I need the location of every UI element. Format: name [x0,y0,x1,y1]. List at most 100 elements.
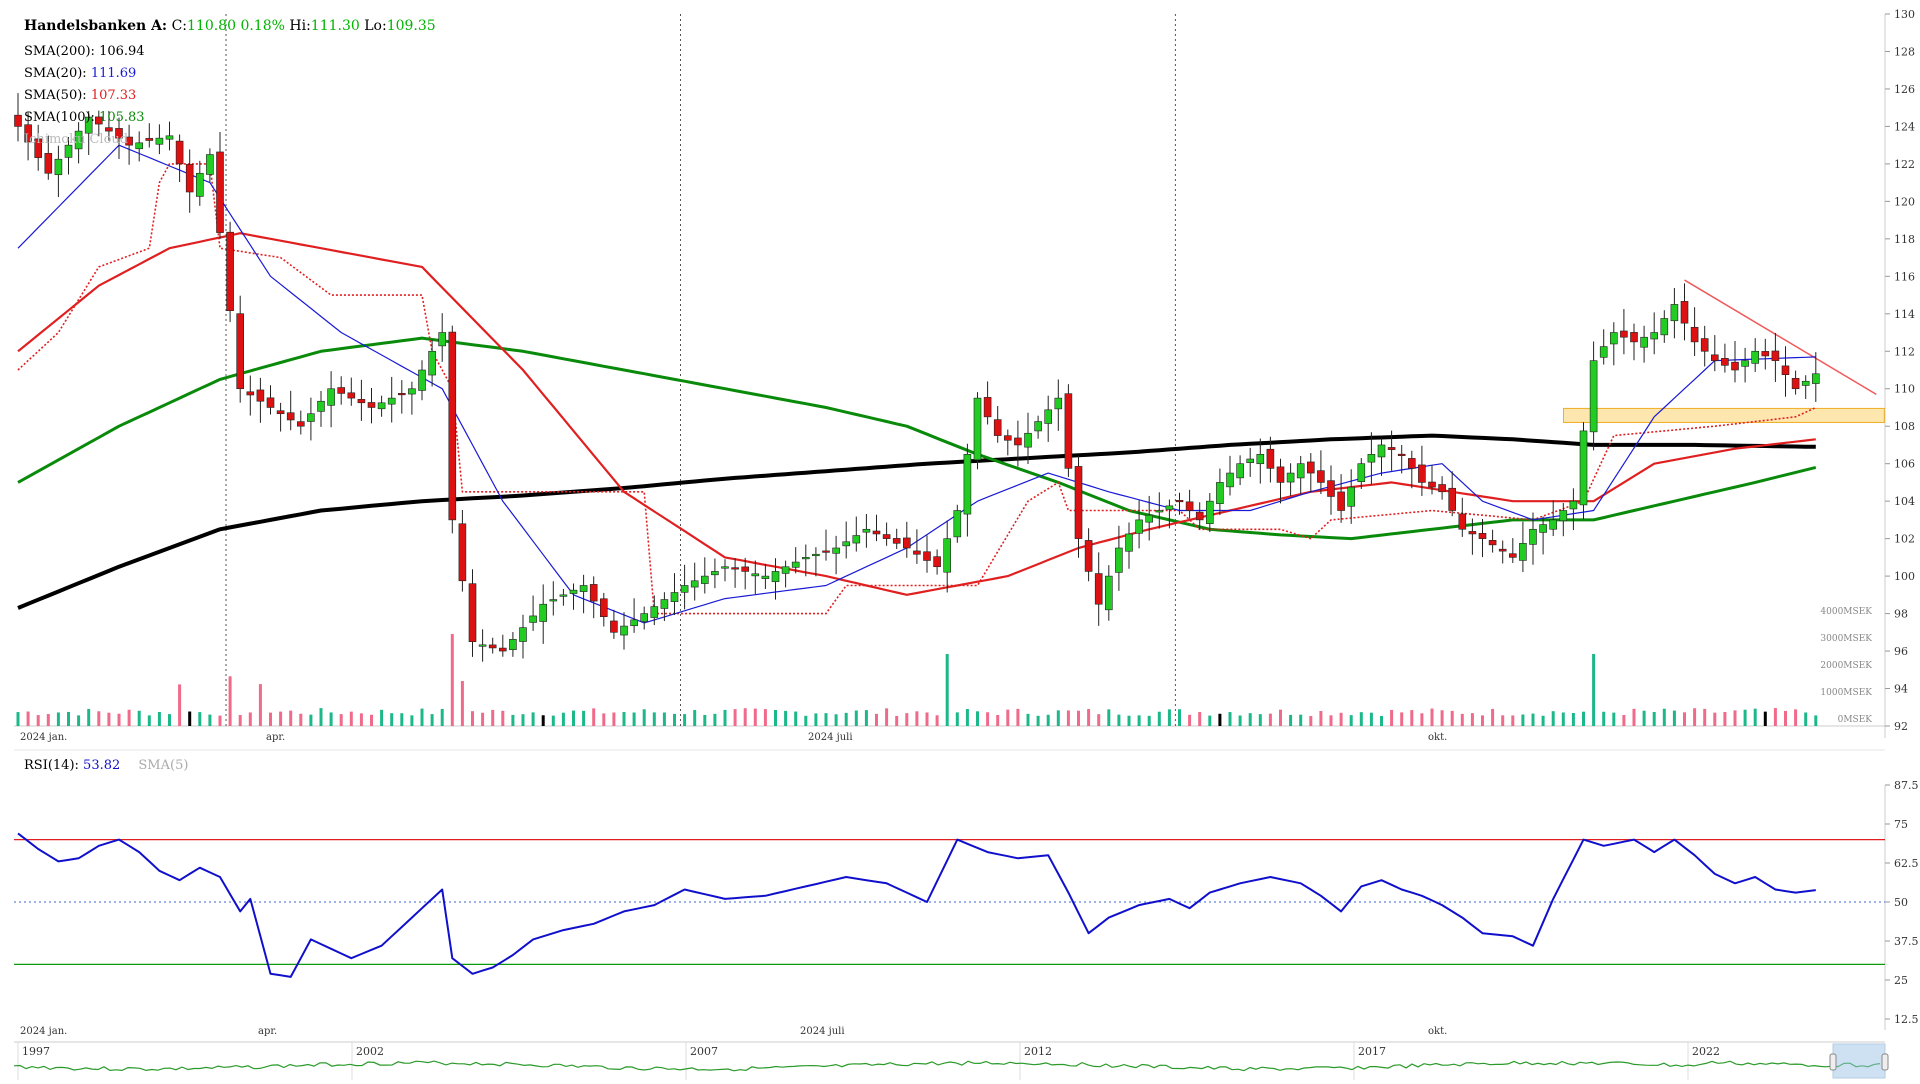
volume-bar [1026,713,1030,726]
volume-bar [976,711,979,726]
candle-body [448,331,457,521]
candle-body [589,584,598,602]
volume-bar [1672,710,1676,726]
volume-bar [703,714,707,726]
candle-body [1236,463,1244,479]
candle-body [1286,472,1295,483]
candle-body [1549,519,1557,530]
legend-sma200[interactable]: SMA(200): 106.94 [24,44,145,59]
volume-bar [561,712,565,726]
volume-bar [794,711,798,726]
navigator-year-label: 2012 [1024,1045,1052,1058]
price-y-tick-label: 94 [1894,683,1908,696]
volume-bar [238,715,242,726]
volume-bar [723,709,727,726]
candle-body [1003,435,1012,441]
price-y-tick-label: 112 [1894,345,1915,358]
volume-bar [147,715,151,726]
volume-bar [137,710,141,726]
candle-body [478,644,487,647]
volume-bar [1511,715,1515,726]
support-zone [1563,279,1885,423]
candle-body [1024,432,1032,448]
rsi-legend: RSI(14): 53.82 SMA(5) [24,758,188,773]
volume-bar [1622,715,1626,726]
volume-tick-label: 3000MSEK [1820,634,1872,644]
candle-body [377,402,386,410]
volume-bar [1258,714,1262,726]
candle-body [498,647,507,652]
candle-body [1054,397,1063,410]
volume-bar [531,712,535,726]
volume-bar [1178,709,1181,726]
volume-bar [1541,715,1545,726]
candle-body [1559,510,1568,522]
candle-body [539,603,548,622]
rsi-value: 53.82 [83,758,121,773]
volume-bar [1632,708,1636,726]
candle-body [1761,351,1770,357]
navigator[interactable]: 1997 2002 2007 2012 2017 2022 [13,1041,1889,1080]
volume-bar [541,715,545,726]
instrument-name: Handelsbanken A: [24,18,168,34]
legend-sma50[interactable]: SMA(50): 107.33 [24,88,136,103]
volume-bar [642,709,646,726]
legend-sma20-value: 111.69 [90,66,137,81]
price-x-label: 2024 juli [808,732,853,743]
navigator-year-label: 2017 [1358,1045,1386,1058]
candle-body [812,553,820,557]
candle-body [1105,575,1113,611]
volume-bar [1743,709,1747,726]
volume-bar [1117,714,1121,726]
candle-body [842,541,851,547]
vertical-gridlines [225,14,1176,726]
volume-bar [1460,713,1464,726]
volume-bar [905,713,909,726]
price-y-tick-label: 126 [1894,83,1915,96]
volume-bar [925,712,929,726]
candle-body [1125,533,1133,552]
candle-body [95,116,103,125]
volume-bar [1713,712,1717,726]
volume-bar [400,713,404,726]
close-value: 110.80 [187,18,236,34]
volume-bar [1238,715,1242,726]
candle-body [256,389,265,402]
volume-bar [1157,711,1161,726]
candle-body [610,620,618,633]
volume-bar [693,710,697,726]
candle-body [34,138,43,158]
candle-body [347,392,356,399]
legend-sma100[interactable]: SMA(100): 105.83 [24,110,145,125]
candle-body [529,615,537,623]
legend-ichimoku[interactable]: Ichimoku Cloud [24,132,128,147]
volume-bar [309,714,313,726]
volume-bar [1319,711,1323,726]
legend-sma20[interactable]: SMA(20): 111.69 [24,66,136,81]
candle-body [559,594,568,597]
volume-bar [1107,709,1111,726]
legend-sma200-value: 106.94 [99,44,145,59]
volume-bar [1006,709,1010,726]
price-x-label: okt. [1428,732,1447,743]
candle-body [1418,464,1426,483]
candle-body [1660,318,1669,336]
volume-bar [804,715,808,726]
volume-bar [1248,713,1252,726]
volume-bar [1683,712,1686,726]
volume-bar [1390,709,1394,726]
volume-bar [248,712,252,726]
candle-body [1377,444,1386,458]
candle-body [1539,524,1547,533]
volume-bar [1420,713,1424,726]
rsi-sma-label[interactable]: SMA(5) [138,758,189,773]
candle-body [872,530,881,535]
volume-bar [370,714,373,726]
candle-body [943,538,952,573]
volume-bar [450,634,454,726]
volume-bar [1521,714,1525,726]
volume-bar [1723,712,1727,726]
volume-bar [127,709,131,726]
low-value: 109.35 [386,18,436,34]
